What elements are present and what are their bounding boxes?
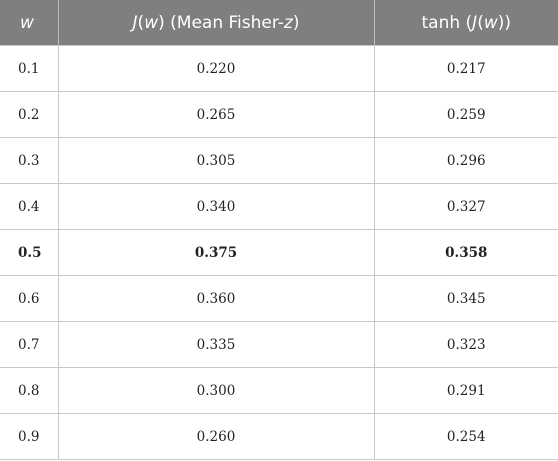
cell-w: 0.5 (0, 229, 58, 276)
table-row: 0.1 0.220 0.217 (0, 45, 558, 92)
cell-w: 0.4 (0, 183, 58, 230)
header-j: J(w) (Mean Fisher-z) (57, 0, 374, 46)
cell-j: 0.220 (57, 45, 374, 92)
table-row: 0.7 0.335 0.323 (0, 321, 558, 368)
header-tanh-label: tanh ( (421, 12, 473, 33)
cell-w: 0.6 (0, 275, 58, 322)
header-tanh-close: )) (497, 12, 511, 33)
cell-j: 0.265 (57, 91, 374, 138)
header-tanh: tanh (J(w)) (373, 0, 558, 46)
table-row: 0.4 0.340 0.327 (0, 183, 558, 230)
cell-j: 0.340 (57, 183, 374, 230)
cell-tanh: 0.296 (373, 137, 558, 184)
cell-tanh: 0.358 (373, 229, 558, 276)
cell-tanh: 0.291 (373, 367, 558, 414)
cell-w: 0.9 (0, 413, 58, 460)
cell-tanh: 0.327 (373, 183, 558, 230)
header-j-desc-var: z (283, 12, 293, 33)
cell-j: 0.335 (57, 321, 374, 368)
cell-w: 0.2 (0, 91, 58, 138)
header-row: w J(w) (Mean Fisher-z) tanh (J(w)) (0, 0, 558, 46)
cell-tanh: 0.323 (373, 321, 558, 368)
header-j-var: w (144, 12, 159, 33)
header-tanh-fn: J (472, 12, 478, 33)
header-w: w (0, 0, 58, 46)
table-row: 0.6 0.360 0.345 (0, 275, 558, 322)
table-body: 0.1 0.220 0.217 0.2 0.265 0.259 0.3 0.305 0.29… (0, 45, 558, 460)
header-j-desc: (Mean Fisher- (164, 12, 284, 33)
cell-tanh: 0.259 (373, 91, 558, 138)
cell-j: 0.360 (57, 275, 374, 322)
cell-tanh: 0.345 (373, 275, 558, 322)
cell-j: 0.300 (57, 367, 374, 414)
table-row: 0.8 0.300 0.291 (0, 367, 558, 414)
header-tanh-var: w (483, 12, 498, 33)
cell-tanh: 0.254 (373, 413, 558, 460)
header-j-fn: J (132, 12, 138, 33)
header-tanh-open: ( (477, 12, 484, 33)
table-row-highlighted: 0.5 0.375 0.358 (0, 229, 558, 276)
table-row: 0.2 0.265 0.259 (0, 91, 558, 138)
cell-w: 0.1 (0, 45, 58, 92)
cell-w: 0.7 (0, 321, 58, 368)
cell-tanh: 0.217 (373, 45, 558, 92)
table-row: 0.9 0.260 0.254 (0, 413, 558, 460)
header-j-desc-close: ) (292, 12, 300, 33)
table-header: w J(w) (Mean Fisher-z) tanh (J(w)) (0, 0, 558, 46)
header-j-open: ( (137, 12, 145, 33)
cell-j: 0.375 (57, 229, 374, 276)
cell-w: 0.8 (0, 367, 58, 414)
table-row: 0.3 0.305 0.296 (0, 137, 558, 184)
cell-j: 0.260 (57, 413, 374, 460)
cell-j: 0.305 (57, 137, 374, 184)
header-w-label: w (20, 12, 34, 33)
cell-w: 0.3 (0, 137, 58, 184)
header-j-close: ) (158, 12, 165, 33)
